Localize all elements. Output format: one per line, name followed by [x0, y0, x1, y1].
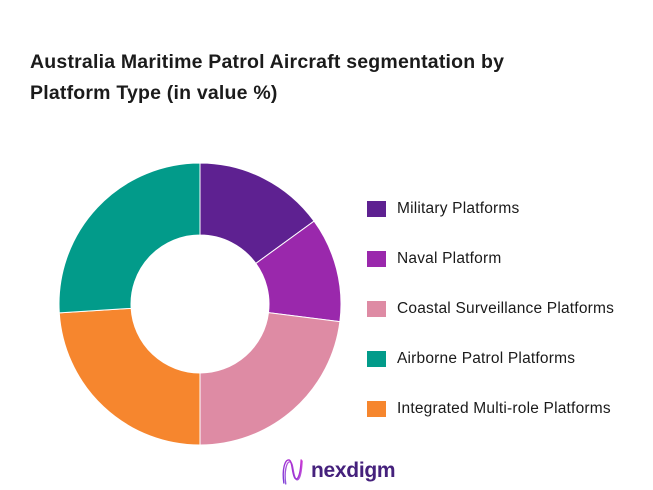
- donut-chart: [58, 162, 342, 446]
- chart-title-line-1: Australia Maritime Patrol Aircraft segme…: [30, 51, 505, 73]
- donut-segment-coastal-surveillance-platforms: [199, 312, 341, 446]
- donut-segment-integrated-multi-role-platforms: [58, 307, 201, 446]
- legend-swatch-airborne-patrol-platforms: [367, 351, 386, 367]
- chart-title: Australia Maritime Patrol Aircraft segme…: [30, 47, 504, 109]
- legend-label: Coastal Surveillance Platforms: [397, 300, 615, 317]
- nexdigm-n-wave-icon: [282, 459, 303, 485]
- legend-label: Airborne Patrol Platforms: [397, 350, 576, 367]
- legend-item-naval-platform: Naval Platform: [367, 249, 614, 269]
- donut-segment-airborne-patrol-platforms: [58, 162, 201, 314]
- legend-swatch-coastal-surveillance-platforms: [367, 301, 386, 317]
- legend-item-military-platforms: Military Platforms: [367, 199, 614, 219]
- legend-swatch-military-platforms: [367, 201, 386, 217]
- chart-legend: Military Platforms Naval Platform Coastal …: [367, 199, 614, 419]
- legend-label: Military Platforms: [397, 200, 520, 217]
- legend-item-coastal-surveillance-platforms: Coastal Surveillance Platforms: [367, 299, 614, 319]
- legend-swatch-naval-platform: [367, 251, 386, 267]
- legend-item-airborne-patrol-platforms: Airborne Patrol Platforms: [367, 349, 614, 369]
- legend-swatch-integrated-multi-role-platforms: [367, 401, 386, 417]
- legend-item-integrated-multi-role-platforms: Integrated Multi-role Platforms: [367, 399, 614, 419]
- chart-title-line-2: Platform Type (in value %): [30, 82, 278, 104]
- legend-label: Naval Platform: [397, 250, 502, 267]
- legend-label: Integrated Multi-role Platforms: [397, 400, 611, 417]
- nexdigm-logo-text: nexdigm: [311, 459, 396, 482]
- nexdigm-logo: nexdigm: [280, 457, 396, 486]
